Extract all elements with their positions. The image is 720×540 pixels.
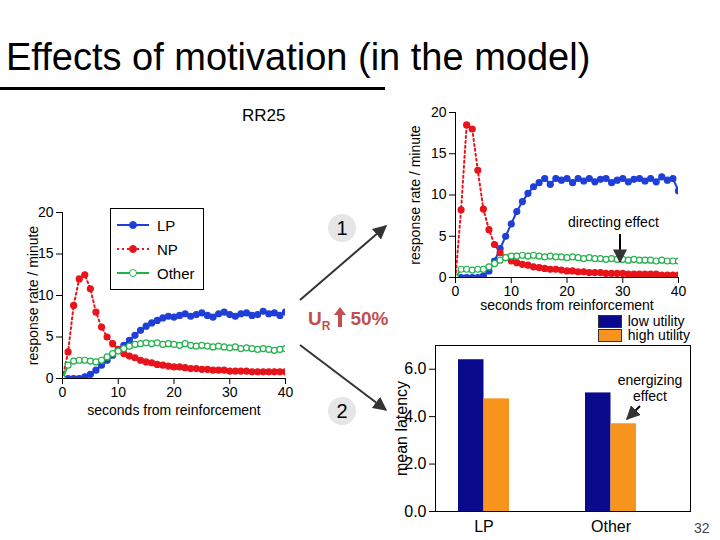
html-text:NP: NP bbox=[157, 240, 178, 258]
svg-text:15: 15 bbox=[37, 245, 54, 262]
svg-text:6.0: 6.0 bbox=[404, 360, 426, 377]
svg-text:20: 20 bbox=[38, 204, 54, 220]
svg-text:response rate / minute: response rate / minute bbox=[25, 226, 41, 366]
svg-text:5: 5 bbox=[439, 228, 447, 244]
svg-text:10: 10 bbox=[37, 287, 54, 303]
svg-text:30: 30 bbox=[222, 384, 238, 400]
svg-text:mean latency: mean latency bbox=[393, 381, 410, 476]
svg-text:seconds from reinforcement: seconds from reinforcement bbox=[480, 297, 654, 313]
svg-text:40: 40 bbox=[278, 384, 294, 400]
svg-text:0.0: 0.0 bbox=[404, 503, 426, 520]
svg-text:20: 20 bbox=[166, 384, 182, 400]
svg-text:30: 30 bbox=[615, 283, 631, 300]
html-text:energizing effect: energizing effect bbox=[617, 372, 683, 404]
svg-text:Other: Other bbox=[591, 518, 632, 535]
svg-text:2.0: 2.0 bbox=[404, 455, 427, 473]
svg-text:4.0: 4.0 bbox=[404, 407, 427, 425]
svg-text:1: 1 bbox=[336, 217, 347, 239]
svg-text:20: 20 bbox=[431, 104, 447, 120]
svg-text:15: 15 bbox=[431, 145, 447, 161]
svg-text:seconds from reinforcement: seconds from reinforcement bbox=[87, 402, 261, 418]
svg-text:0: 0 bbox=[59, 384, 67, 400]
svg-text:response rate / minute: response rate / minute bbox=[407, 125, 423, 265]
html-text:Other: Other bbox=[157, 264, 195, 282]
svg-text:10: 10 bbox=[503, 283, 519, 300]
svg-text:10: 10 bbox=[431, 186, 447, 202]
svg-text:0: 0 bbox=[439, 269, 447, 285]
html-text:Effects of motivation (in the: Effects of motivation (in the model) bbox=[6, 36, 591, 78]
svg-text:0: 0 bbox=[46, 370, 54, 386]
html-text:LP: LP bbox=[157, 216, 176, 234]
svg-text:40: 40 bbox=[671, 283, 687, 299]
html-text:32: 32 bbox=[694, 520, 710, 536]
html-text:RR25: RR25 bbox=[242, 106, 286, 125]
html-text:low utility: low utility bbox=[627, 313, 685, 329]
svg-text:0: 0 bbox=[452, 283, 460, 299]
svg-text:LP: LP bbox=[474, 518, 494, 535]
html-text:high utility: high utility bbox=[627, 327, 690, 343]
svg-text:10: 10 bbox=[110, 384, 126, 400]
svg-text:5: 5 bbox=[46, 328, 54, 344]
svg-text:20: 20 bbox=[559, 283, 575, 300]
html-text:50%: 50% bbox=[350, 308, 389, 329]
svg-text:2: 2 bbox=[336, 400, 347, 422]
html-text:directing effect: directing effect bbox=[568, 214, 659, 230]
html-text:UR: UR bbox=[308, 308, 331, 333]
